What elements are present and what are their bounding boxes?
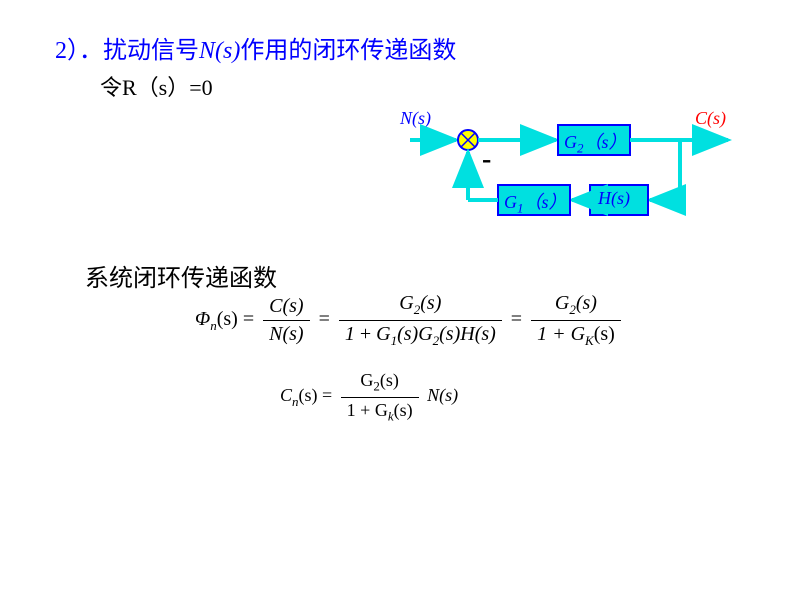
label-g2: G2（s） (564, 128, 627, 157)
block-diagram (0, 0, 800, 260)
minus-sign: - (482, 144, 491, 176)
formula-phi: Φn(s) = C(s) N(s) = G2(s) 1 + G1(s)G2(s)… (195, 292, 625, 349)
label-h: H(s) (598, 188, 630, 209)
formula-cn: Cn(s) = G2(s) 1 + Gk(s) N(s) (280, 370, 458, 424)
label-g1: G1（s） (504, 188, 567, 217)
section-title: 系统闭环传递函数 (85, 258, 277, 293)
